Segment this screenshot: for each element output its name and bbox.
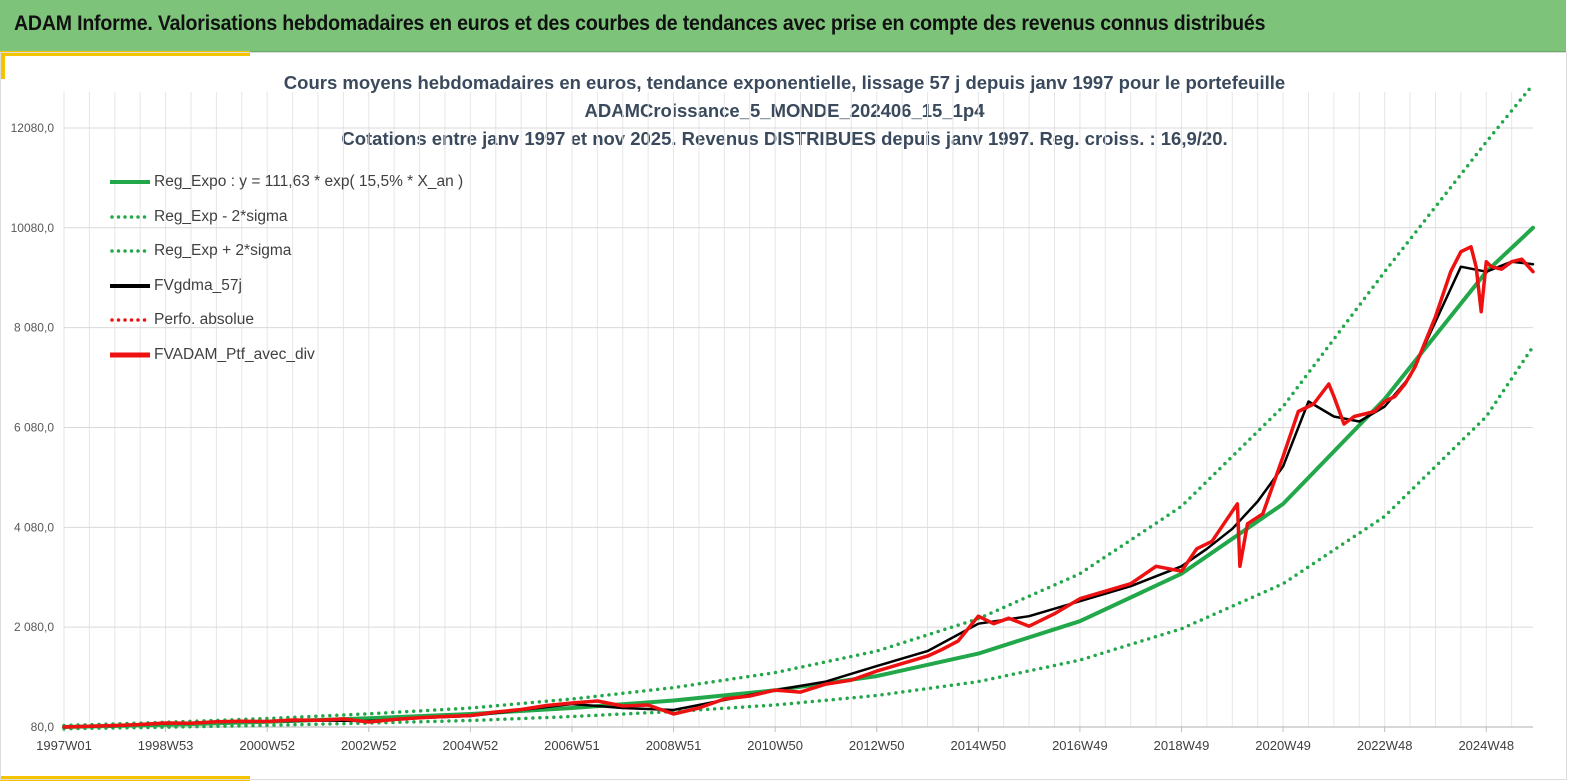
x-axis-tick-labels: 1997W01 1998W53 2000W52 2002W52 2004W52 2006W… <box>36 738 1514 753</box>
chart-title-line-2: ADAMCroissance_5_MONDE_202406_15_1p4 <box>584 100 985 121</box>
y-tick-label: 8 080,0 <box>14 321 54 335</box>
legend-label: Reg_Exp + 2*sigma <box>154 242 292 260</box>
x-tick-label: 2024W48 <box>1458 738 1514 753</box>
x-tick-label: 2008W51 <box>646 738 702 753</box>
chart-frame <box>0 52 1567 780</box>
x-tick-label: 2020W49 <box>1255 738 1311 753</box>
x-tick-label: 2000W52 <box>239 738 295 753</box>
x-tick-label: 2006W51 <box>544 738 600 753</box>
legend-swatch-solid-green <box>110 176 150 188</box>
legend-item-reg-expo: Reg_Expo : y = 111,63 * exp( 15,5% * X_a… <box>110 165 463 200</box>
x-tick-label: 2002W52 <box>341 738 397 753</box>
y-tick-label: 12080,0 <box>11 121 55 135</box>
legend-item-fvgdma: FVgdma_57j <box>110 269 463 304</box>
x-tick-label: 2022W48 <box>1357 738 1413 753</box>
legend-label: Perfo. absolue <box>154 311 254 329</box>
legend-swatch-dotted-green <box>110 211 150 223</box>
series-line-fvadam-ptf <box>62 245 1535 729</box>
accent-bar-left <box>0 51 5 79</box>
chart-axes <box>63 726 1533 732</box>
chart-grid <box>63 92 1533 728</box>
accent-bar-bottom <box>0 776 250 781</box>
y-tick-label: 10080,0 <box>11 221 55 235</box>
chart-title-line-3: Cotations entre janv 1997 et nov 2025. R… <box>341 128 1228 149</box>
y-axis-tick-labels: 80,0 2 080,0 4 080,0 6 080,0 8 080,0 10080,0 1… <box>11 121 55 734</box>
series-line-reg-exp-minus <box>62 344 1535 731</box>
legend-swatch-solid-red <box>110 349 150 361</box>
x-tick-label: 2018W49 <box>1154 738 1210 753</box>
x-tick-label: 2010W50 <box>747 738 803 753</box>
legend-swatch-dotted-red <box>110 314 150 326</box>
x-tick-label: 2012W50 <box>849 738 905 753</box>
header-banner: ADAM Informe. Valorisations hebdomadaire… <box>0 0 1566 52</box>
legend-swatch-dotted-green <box>110 245 150 257</box>
x-tick-label: 2016W49 <box>1052 738 1108 753</box>
y-tick-label: 80,0 <box>31 720 55 734</box>
legend-item-reg-exp-plus: Reg_Exp + 2*sigma <box>110 234 463 269</box>
chart-legend: Reg_Expo : y = 111,63 * exp( 15,5% * X_a… <box>110 165 463 372</box>
legend-label: FVgdma_57j <box>154 276 242 294</box>
legend-item-fvadam-ptf: FVADAM_Ptf_avec_div <box>110 338 463 373</box>
chart-series <box>62 82 1535 731</box>
legend-label: Reg_Expo : y = 111,63 * exp( 15,5% * X_a… <box>154 173 464 191</box>
x-tick-label: 1997W01 <box>36 738 92 753</box>
banner-title: ADAM Informe. Valorisations hebdomadaire… <box>14 12 1266 35</box>
legend-label: FVADAM_Ptf_avec_div <box>154 345 315 363</box>
chart-title-line-1: Cours moyens hebdomadaires en euros, ten… <box>283 72 1286 93</box>
y-tick-label: 2 080,0 <box>14 620 54 634</box>
legend-label: Reg_Exp - 2*sigma <box>154 207 288 225</box>
y-tick-label: 4 080,0 <box>14 520 54 534</box>
x-tick-label: 2014W50 <box>950 738 1006 753</box>
x-tick-label: 2004W52 <box>443 738 499 753</box>
legend-swatch-solid-black <box>110 280 150 292</box>
accent-bar-top <box>0 51 250 56</box>
x-tick-label: 1998W53 <box>138 738 194 753</box>
legend-item-reg-exp-minus: Reg_Exp - 2*sigma <box>110 200 463 235</box>
y-tick-label: 6 080,0 <box>14 420 54 434</box>
legend-item-perfo-absolue: Perfo. absolue <box>110 303 463 338</box>
